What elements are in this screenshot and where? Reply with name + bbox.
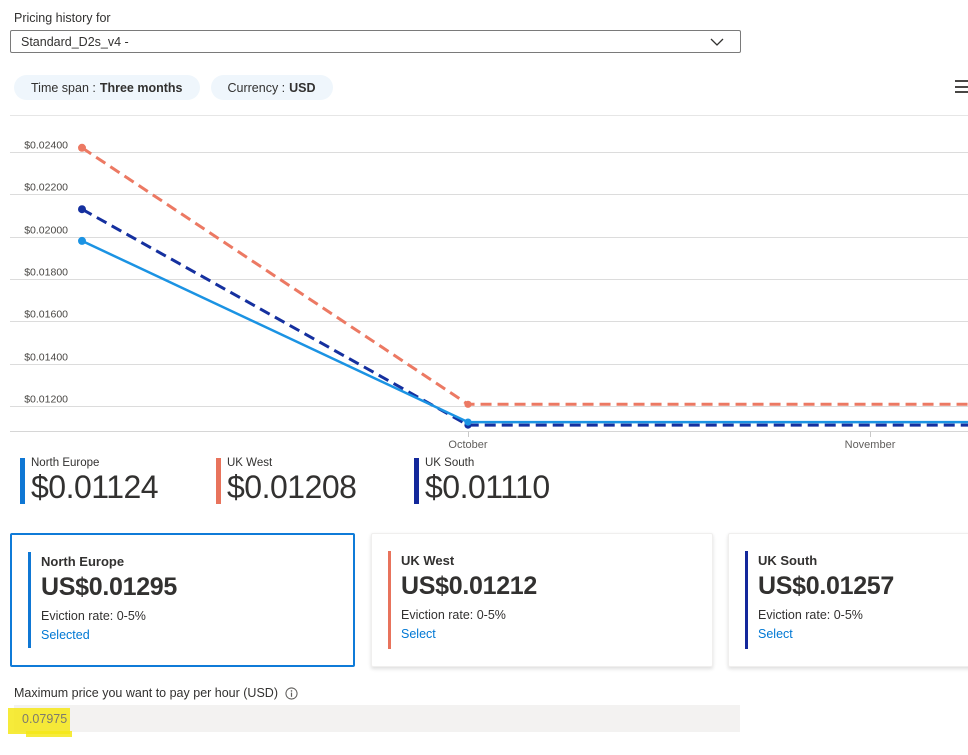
card-accent-bar xyxy=(388,551,391,649)
region-card-north-europe[interactable]: North Europe US$0.01295 Eviction rate: 0… xyxy=(10,533,355,667)
highlight-annotation xyxy=(26,731,72,737)
legend-price: $0.01208 xyxy=(227,469,357,505)
currency-filter[interactable]: Currency : USD xyxy=(210,75,333,100)
time-span-filter[interactable]: Time span : Three months xyxy=(14,75,200,100)
legend-price: $0.01124 xyxy=(31,469,159,505)
legend-color-bar xyxy=(216,458,221,504)
region-cards: North Europe US$0.01295 Eviction rate: 0… xyxy=(0,533,968,667)
card-eviction-rate: Eviction rate: 0-5% xyxy=(758,608,863,622)
time-span-label: Time span : xyxy=(31,80,96,95)
y-axis-label: $0.01600 xyxy=(24,309,68,321)
x-axis-label: November xyxy=(845,439,896,451)
card-accent-bar xyxy=(28,552,31,648)
card-eviction-rate: Eviction rate: 0-5% xyxy=(401,608,506,622)
series-line-uk-south xyxy=(81,207,968,427)
legend-price: $0.01110 xyxy=(425,469,550,505)
card-region-name: UK South xyxy=(758,553,818,568)
chart-legend: North Europe $0.01124 UK West $0.01208 U… xyxy=(0,455,968,515)
max-price-label: Maximum price you want to pay per hour (… xyxy=(14,686,278,700)
legend-item: UK South $0.01110 xyxy=(414,457,550,505)
chevron-down-icon xyxy=(710,38,724,46)
y-axis-label: $0.01400 xyxy=(24,352,68,364)
card-select-link[interactable]: Select xyxy=(758,627,793,641)
data-point-marker xyxy=(464,418,472,426)
vm-size-dropdown[interactable]: Standard_D2s_v4 - xyxy=(10,30,741,53)
chart-menu-icon[interactable] xyxy=(955,80,968,94)
pricing-chart: $0.02400 $0.02200 $0.02000 $0.01800 $0.01600… xyxy=(0,115,968,460)
card-eviction-rate: Eviction rate: 0-5% xyxy=(41,609,146,623)
card-price: US$0.01257 xyxy=(758,572,895,600)
series-line-uk-west xyxy=(81,146,968,406)
currency-value: USD xyxy=(289,80,316,95)
y-axis-label: $0.01800 xyxy=(24,267,68,279)
legend-region-name: North Europe xyxy=(31,457,100,469)
card-selected-link[interactable]: Selected xyxy=(41,628,90,642)
currency-label: Currency : xyxy=(227,80,286,95)
card-select-link[interactable]: Select xyxy=(401,627,436,641)
legend-color-bar xyxy=(414,458,419,504)
card-region-name: UK West xyxy=(401,553,455,568)
page-title: Pricing history for xyxy=(14,11,111,25)
y-axis-label: $0.02400 xyxy=(24,140,68,152)
series-line-north-europe xyxy=(81,239,968,424)
max-price-label-row: Maximum price you want to pay per hour (… xyxy=(14,686,298,700)
card-region-name: North Europe xyxy=(41,554,125,569)
data-point-marker xyxy=(78,143,86,152)
x-axis-label: October xyxy=(448,439,487,451)
data-point-marker xyxy=(78,236,86,245)
card-price: US$0.01295 xyxy=(41,573,178,601)
card-accent-bar xyxy=(745,551,748,649)
region-card-uk-south[interactable]: UK South US$0.01257 Eviction rate: 0-5% … xyxy=(728,533,968,667)
y-axis-label: $0.01200 xyxy=(24,394,68,406)
legend-region-name: UK South xyxy=(425,457,475,469)
vm-size-dropdown-value: Standard_D2s_v4 - xyxy=(21,34,129,49)
info-icon[interactable] xyxy=(285,686,298,700)
data-point-marker xyxy=(464,400,472,408)
max-price-field xyxy=(8,705,740,737)
filter-pills: Time span : Three months Currency : USD xyxy=(14,75,333,100)
legend-color-bar xyxy=(20,458,25,504)
max-price-input[interactable] xyxy=(14,705,740,732)
time-span-value: Three months xyxy=(99,80,183,95)
legend-region-name: UK West xyxy=(227,457,273,469)
data-point-marker xyxy=(78,205,86,214)
y-axis-label: $0.02200 xyxy=(24,182,68,194)
y-axis-label: $0.02000 xyxy=(24,225,68,237)
card-price: US$0.01212 xyxy=(401,572,538,600)
region-card-uk-west[interactable]: UK West US$0.01212 Eviction rate: 0-5% S… xyxy=(371,533,713,667)
legend-item: North Europe $0.01124 xyxy=(20,457,159,505)
legend-item: UK West $0.01208 xyxy=(216,457,357,505)
